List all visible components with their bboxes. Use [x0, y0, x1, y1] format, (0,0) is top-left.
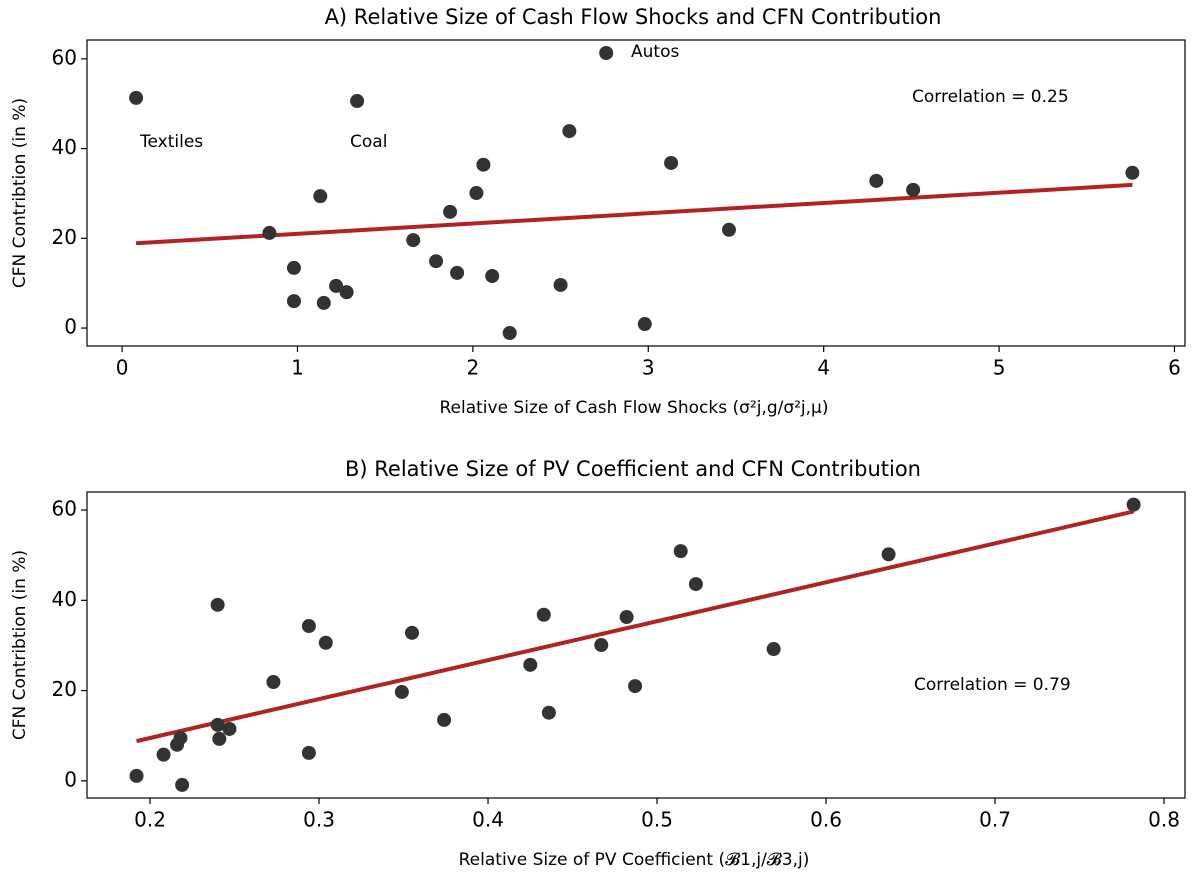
point [1126, 497, 1141, 512]
point [437, 712, 452, 727]
point [628, 679, 643, 694]
point [173, 730, 188, 745]
annotation: Textiles [139, 132, 203, 152]
point [766, 642, 781, 657]
annotation: Autos [631, 42, 679, 62]
point [485, 269, 500, 284]
point [212, 731, 227, 746]
annotation: Correlation = 0.25 [912, 87, 1069, 107]
point [664, 155, 679, 170]
point [350, 94, 365, 109]
point [637, 317, 652, 332]
x-tick-label: 0.7 [979, 808, 1011, 832]
plot-frame [86, 491, 1186, 799]
x-tick-label: 0.3 [303, 808, 335, 832]
point [210, 597, 225, 612]
y-tick-label: 20 [52, 225, 77, 249]
y-tick-label: 0 [64, 767, 77, 791]
point [553, 277, 568, 292]
y-tick-label: 0 [64, 315, 77, 339]
x-tick-label: 0.2 [134, 808, 166, 832]
x-tick-label: 6 [1168, 356, 1181, 380]
chart-title: B) Relative Size of PV Coefficient and C… [345, 457, 921, 481]
point [469, 186, 484, 200]
point [129, 90, 144, 105]
y-tick-label: 20 [52, 677, 77, 701]
y-tick-label: 40 [52, 587, 77, 611]
point [222, 721, 237, 736]
fit-line [135, 182, 1133, 246]
x-tick-label: 0 [116, 356, 129, 380]
annotation: Coal [350, 132, 387, 152]
point [329, 278, 344, 293]
y-axis-label: CFN Contribtion (in %) [10, 550, 30, 740]
point [286, 260, 301, 275]
point [536, 607, 551, 622]
point [523, 657, 538, 672]
point [156, 747, 171, 762]
x-tick-label: 0.6 [810, 808, 842, 832]
y-tick-label: 60 [52, 45, 77, 69]
x-tick-label: 0.8 [1148, 808, 1180, 832]
x-tick-label: 4 [817, 356, 830, 380]
point [619, 610, 634, 625]
point [502, 325, 517, 340]
point [721, 222, 736, 237]
x-axis-label: Relative Size of PV Coefficient (𝓑1,j/𝓑3… [459, 850, 810, 870]
x-tick-label: 3 [642, 356, 655, 380]
x-tick-label: 1 [291, 356, 304, 380]
annotation: Correlation = 0.79 [914, 675, 1071, 695]
point [906, 182, 921, 197]
point [443, 204, 458, 219]
point [594, 638, 609, 652]
x-tick-label: 0.5 [641, 808, 673, 832]
x-axis-label: Relative Size of Cash Flow Shocks (σ²j,g… [439, 398, 828, 418]
fit-line [136, 509, 1135, 744]
point [406, 233, 421, 248]
point [599, 46, 614, 61]
point [266, 675, 281, 690]
y-axis-label: CFN Contribtion (in %) [10, 98, 30, 288]
point [313, 189, 328, 204]
point [688, 577, 703, 592]
y-tick-label: 40 [52, 135, 77, 159]
point [210, 717, 225, 732]
point [541, 705, 556, 720]
point [1125, 165, 1140, 180]
point [429, 254, 444, 269]
chart-title: A) Relative Size of Cash Flow Shocks and… [325, 5, 942, 29]
point [562, 124, 577, 139]
x-tick-label: 0.4 [472, 808, 504, 832]
point [262, 225, 277, 240]
point [869, 173, 884, 188]
y-tick-label: 60 [52, 497, 77, 521]
point [318, 635, 333, 650]
point [175, 777, 190, 792]
point [394, 684, 409, 699]
point [129, 768, 144, 783]
plot-frame [86, 39, 1186, 347]
point [673, 544, 688, 559]
point [286, 294, 301, 309]
point [404, 625, 419, 640]
x-tick-label: 5 [993, 356, 1006, 380]
x-tick-label: 2 [467, 356, 480, 380]
point [881, 547, 896, 562]
point [316, 295, 331, 310]
point [450, 265, 465, 280]
point [476, 157, 491, 172]
point [301, 619, 316, 634]
point [339, 285, 354, 300]
point [301, 745, 316, 760]
